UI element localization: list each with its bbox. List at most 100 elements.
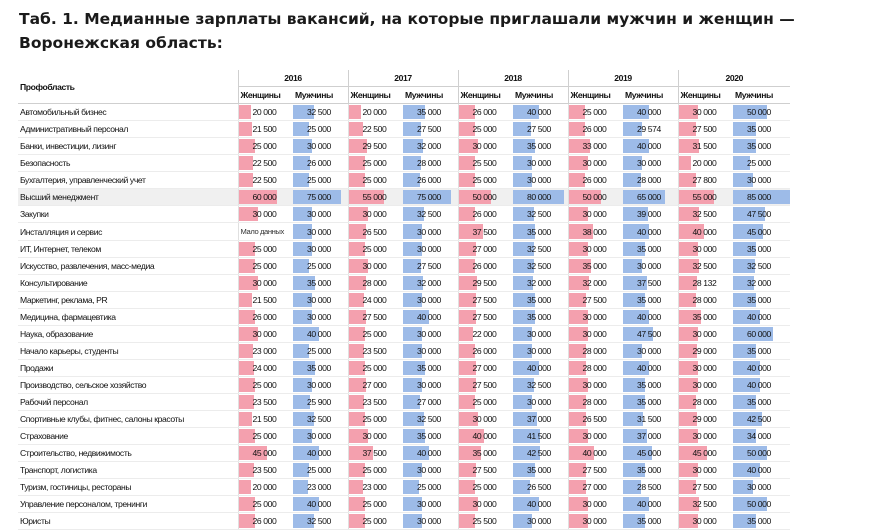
men-salary-bar bbox=[623, 276, 648, 291]
men-salary-cell: 30 000 bbox=[293, 222, 348, 242]
men-salary-cell: 32 000 bbox=[733, 274, 790, 293]
men-salary-bar bbox=[733, 463, 760, 478]
men-salary-cell: 35 000 bbox=[733, 393, 790, 412]
women-salary-bar bbox=[679, 207, 700, 222]
men-salary-cell: 35 000 bbox=[623, 291, 678, 310]
women-salary-bar bbox=[569, 242, 588, 257]
salary-value: 22 500 bbox=[252, 158, 277, 169]
women-salary-bar bbox=[679, 395, 697, 410]
salary-value: 38 000 bbox=[582, 226, 607, 237]
women-salary-bar bbox=[349, 173, 365, 188]
men-salary-bar bbox=[733, 429, 756, 444]
profarea-label: Бухгалтерия, управленческий учет bbox=[18, 171, 239, 190]
table-row: Страхование 25 000 30 000 30 000 35 000 40 00… bbox=[18, 427, 790, 446]
salary-value: 28 000 bbox=[637, 175, 661, 186]
women-salary-cell: 55 000 bbox=[677, 188, 733, 207]
women-salary-bar bbox=[239, 122, 253, 137]
men-salary-bar bbox=[513, 173, 533, 188]
men-salary-bar bbox=[293, 361, 316, 376]
salary-value: 25 000 bbox=[252, 244, 277, 255]
women-salary-bar bbox=[349, 429, 368, 444]
women-salary-cell: 28 000 bbox=[677, 393, 733, 412]
men-salary-bar bbox=[403, 139, 424, 154]
men-salary-bar bbox=[403, 156, 421, 171]
women-salary-bar bbox=[349, 139, 368, 154]
women-salary-cell: 23 000 bbox=[237, 342, 293, 361]
salary-value: 30 000 bbox=[692, 329, 717, 340]
men-salary-cell: 32 000 bbox=[403, 274, 458, 293]
table-row: Искусство, развлечения, масс-медиа 25 000… bbox=[18, 257, 790, 276]
men-salary-bar bbox=[733, 156, 750, 171]
women-salary-cell: 30 000 bbox=[677, 427, 733, 446]
salary-value: 35 000 bbox=[637, 295, 661, 306]
profarea-label: Строительство, недвижимость bbox=[18, 444, 239, 463]
men-salary-cell: 32 500 bbox=[403, 410, 458, 429]
salary-value: 40 000 bbox=[307, 499, 331, 510]
women-salary-cell: 30 000 bbox=[567, 495, 623, 514]
women-col-header: Женщины bbox=[347, 86, 403, 105]
salary-value: 32 000 bbox=[417, 278, 441, 289]
profarea-label: Юристы bbox=[18, 512, 239, 530]
men-salary-cell: 25 000 bbox=[733, 154, 790, 173]
women-salary-bar bbox=[459, 327, 473, 342]
men-salary-cell: 40 000 bbox=[623, 359, 678, 378]
women-salary-cell: 28 000 bbox=[347, 274, 403, 293]
year-header: 2020 bbox=[677, 70, 790, 88]
men-salary-bar bbox=[293, 105, 314, 120]
salary-value: 25 000 bbox=[362, 329, 387, 340]
salary-value: 25 000 bbox=[252, 261, 277, 272]
women-salary-cell: 28 000 bbox=[567, 359, 623, 378]
women-salary-cell: 25 000 bbox=[347, 512, 403, 530]
men-salary-cell: 30 000 bbox=[403, 376, 458, 395]
salary-value: 26 000 bbox=[472, 261, 497, 272]
salary-value: 27 500 bbox=[582, 295, 607, 306]
women-salary-bar bbox=[239, 378, 255, 393]
men-salary-bar bbox=[733, 327, 774, 342]
women-salary-cell: 29 000 bbox=[677, 342, 733, 361]
salary-value: 26 000 bbox=[417, 175, 441, 186]
women-salary-bar bbox=[569, 105, 585, 120]
salary-value: 22 500 bbox=[252, 175, 277, 186]
salary-value: 25 500 bbox=[472, 158, 497, 169]
men-salary-cell: 27 500 bbox=[403, 257, 458, 276]
men-salary-cell: 25 000 bbox=[293, 461, 348, 480]
men-salary-bar bbox=[623, 259, 643, 274]
women-salary-cell: 25 000 bbox=[347, 154, 403, 173]
women-salary-cell: 22 500 bbox=[347, 120, 403, 139]
women-salary-bar bbox=[569, 190, 601, 205]
women-salary-cell: 25 000 bbox=[347, 171, 403, 190]
women-salary-cell: 28 000 bbox=[567, 342, 623, 361]
table-row: Маркетинг, реклама, PR 21 500 30 000 24 000… bbox=[18, 291, 790, 310]
women-salary-cell: 20 000 bbox=[237, 103, 293, 122]
men-salary-cell: 35 000 bbox=[623, 393, 678, 412]
women-salary-cell: 23 500 bbox=[237, 461, 293, 480]
men-salary-cell: 27 000 bbox=[403, 393, 458, 412]
men-salary-cell: 35 000 bbox=[513, 461, 568, 480]
salary-value: 30 000 bbox=[252, 329, 277, 340]
men-salary-bar bbox=[623, 344, 643, 359]
men-salary-cell: 30 000 bbox=[403, 240, 458, 259]
women-salary-bar bbox=[679, 105, 698, 120]
women-salary-bar bbox=[349, 242, 365, 257]
women-salary-cell: 21 500 bbox=[237, 120, 293, 139]
men-salary-cell: 30 000 bbox=[513, 325, 568, 344]
table-row: Инсталляция и сервис Мало данных 30 000 26 … bbox=[18, 222, 790, 242]
men-salary-bar bbox=[293, 173, 310, 188]
men-salary-cell: 35 000 bbox=[623, 376, 678, 395]
salary-value: 30 000 bbox=[527, 158, 551, 169]
salary-value: 35 000 bbox=[472, 448, 497, 459]
women-salary-bar bbox=[569, 139, 590, 154]
women-salary-cell: 30 000 bbox=[237, 274, 293, 293]
salary-value: 32 000 bbox=[582, 278, 607, 289]
salary-value: 32 500 bbox=[692, 499, 717, 510]
profarea-label: Продажи bbox=[18, 359, 239, 378]
men-col-header: Мужчины bbox=[733, 86, 790, 105]
men-salary-bar bbox=[513, 429, 540, 444]
women-salary-cell: 40 000 bbox=[567, 444, 623, 463]
salary-value: 40 000 bbox=[527, 363, 551, 374]
women-salary-cell: 29 000 bbox=[677, 410, 733, 429]
women-salary-cell: 27 000 bbox=[457, 240, 513, 259]
men-salary-cell: 37 000 bbox=[623, 427, 678, 446]
men-col-header: Мужчины bbox=[293, 86, 348, 105]
salary-value: 25 000 bbox=[252, 141, 277, 152]
